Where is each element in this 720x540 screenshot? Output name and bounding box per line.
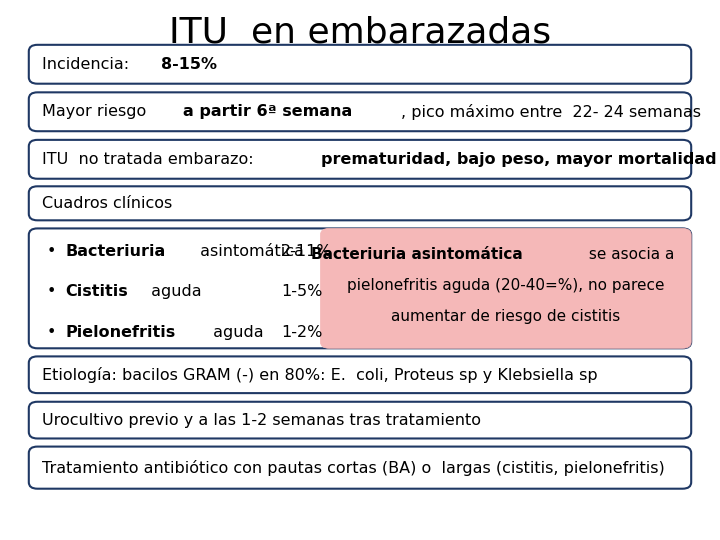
FancyBboxPatch shape xyxy=(29,186,691,220)
FancyBboxPatch shape xyxy=(320,228,691,348)
FancyBboxPatch shape xyxy=(29,402,691,438)
FancyBboxPatch shape xyxy=(29,356,691,393)
Text: , pico máximo entre  22- 24 semanas: , pico máximo entre 22- 24 semanas xyxy=(401,104,701,120)
Text: Urocultivo previo y a las 1-2 semanas tras tratamiento: Urocultivo previo y a las 1-2 semanas tr… xyxy=(42,413,481,428)
Text: Pielonefritis: Pielonefritis xyxy=(66,325,176,340)
Text: aguda: aguda xyxy=(146,284,202,299)
Text: aguda: aguda xyxy=(208,325,264,340)
Text: Cuadros clínicos: Cuadros clínicos xyxy=(42,196,172,211)
Text: 1-2%: 1-2% xyxy=(281,325,322,340)
Text: ITU  no tratada embarazo:: ITU no tratada embarazo: xyxy=(42,152,258,167)
Text: Bacteriuria asintomática: Bacteriuria asintomática xyxy=(311,247,523,262)
Text: 2-11%: 2-11% xyxy=(281,244,333,259)
FancyBboxPatch shape xyxy=(29,140,691,179)
Text: •: • xyxy=(47,325,61,340)
Text: •: • xyxy=(47,244,61,259)
Text: Bacteriuria: Bacteriuria xyxy=(66,244,166,259)
FancyBboxPatch shape xyxy=(29,92,691,131)
Text: aumentar de riesgo de cistitis: aumentar de riesgo de cistitis xyxy=(391,309,621,325)
Text: asintomática: asintomática xyxy=(195,244,304,259)
Text: 8-15%: 8-15% xyxy=(161,57,217,72)
Text: se asocia a: se asocia a xyxy=(584,247,675,262)
Text: ITU  en embarazadas: ITU en embarazadas xyxy=(169,16,551,49)
Text: pielonefritis aguda (20-40=%), no parece: pielonefritis aguda (20-40=%), no parece xyxy=(347,278,665,293)
Text: Tratamiento antibiótico con pautas cortas (BA) o  largas (cistitis, pielonefriti: Tratamiento antibiótico con pautas corta… xyxy=(42,460,665,476)
FancyBboxPatch shape xyxy=(29,228,691,348)
Text: Cistitis: Cistitis xyxy=(66,284,128,299)
Text: Etiología: bacilos GRAM (-) en 80%: E.  coli, Proteus sp y Klebsiella sp: Etiología: bacilos GRAM (-) en 80%: E. c… xyxy=(42,367,598,383)
Text: •: • xyxy=(47,284,61,299)
FancyBboxPatch shape xyxy=(29,45,691,84)
Text: Incidencia:: Incidencia: xyxy=(42,57,134,72)
Text: 1-5%: 1-5% xyxy=(281,284,322,299)
FancyBboxPatch shape xyxy=(29,447,691,489)
Text: prematuridad, bajo peso, mayor mortalidad: prematuridad, bajo peso, mayor mortalida… xyxy=(321,152,717,167)
Text: Mayor riesgo: Mayor riesgo xyxy=(42,104,151,119)
Text: a partir 6ª semana: a partir 6ª semana xyxy=(183,104,352,119)
